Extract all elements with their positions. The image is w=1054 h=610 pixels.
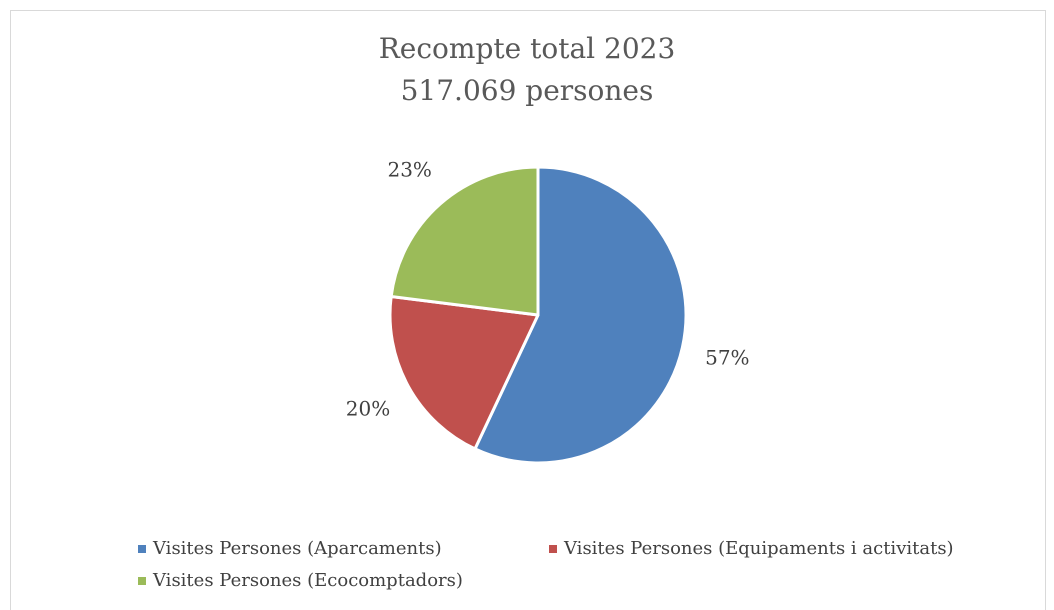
chart-title-line1: Recompte total 2023: [378, 32, 676, 65]
pie-slice-ecocomptadors: [389, 165, 540, 317]
pie-slice-equipaments: [388, 294, 540, 451]
chart-frame: [10, 10, 1046, 610]
pie-slice-aparcaments: [473, 165, 688, 465]
chart-title-line2: 517.069 persones: [400, 74, 654, 107]
data-label-aparcaments: 57%: [705, 345, 749, 369]
chart-title: Recompte total 2023 517.069 persones: [0, 28, 1054, 112]
data-label-ecocomptadors: 23%: [387, 157, 431, 181]
data-label-equipaments: 20%: [346, 396, 390, 420]
